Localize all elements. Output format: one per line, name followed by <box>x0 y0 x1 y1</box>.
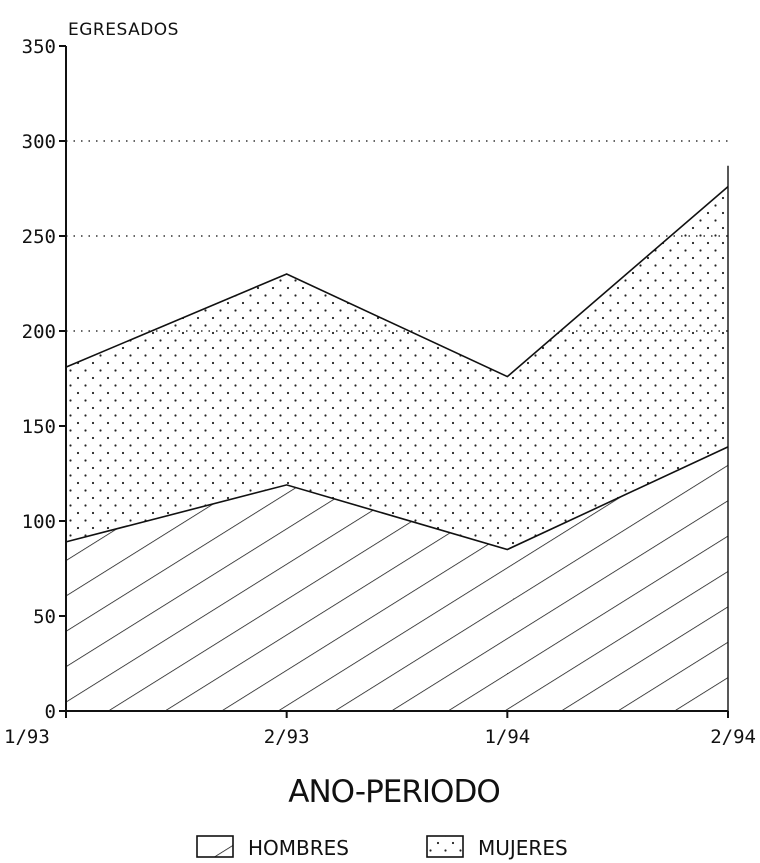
legend-label-mujeres: MUJERES <box>478 836 568 860</box>
legend: HOMBRES MUJERES <box>196 835 568 860</box>
legend-swatch-mujeres <box>426 835 464 858</box>
y-tick-label-0: 0 <box>45 701 56 723</box>
legend-swatch-hombres <box>196 835 234 858</box>
axes <box>59 45 729 718</box>
y-tick-labels: 0 50 100 150 200 250 300 350 <box>22 36 56 723</box>
legend-label-hombres: HOMBRES <box>248 836 349 860</box>
x-axis-label: ANO-PERIODO <box>288 774 499 810</box>
y-axis-label: EGRESADOS <box>68 20 179 40</box>
y-tick-label-300: 300 <box>22 131 56 153</box>
y-tick-label-50: 50 <box>33 606 56 628</box>
area-hombres <box>66 446 728 711</box>
y-tick-label-100: 100 <box>22 511 56 533</box>
y-tick-label-150: 150 <box>22 416 56 438</box>
y-tick-label-200: 200 <box>22 321 56 343</box>
line-hombres <box>65 446 729 551</box>
x-tick-label-2/94: 2/94 <box>710 726 756 748</box>
y-tick-label-250: 250 <box>22 226 56 248</box>
x-tick-label-1/94: 1/94 <box>484 726 530 748</box>
x-tick-label-1/93: 1/93 <box>4 726 50 748</box>
line-total <box>65 185 729 378</box>
y-tick-label-350: 350 <box>22 36 56 58</box>
area-mujeres <box>66 186 728 550</box>
x-tick-label-2/93: 2/93 <box>264 726 310 748</box>
x-tick-labels: 1/93 2/93 1/94 2/94 <box>4 726 756 748</box>
plot-areas <box>65 185 729 711</box>
